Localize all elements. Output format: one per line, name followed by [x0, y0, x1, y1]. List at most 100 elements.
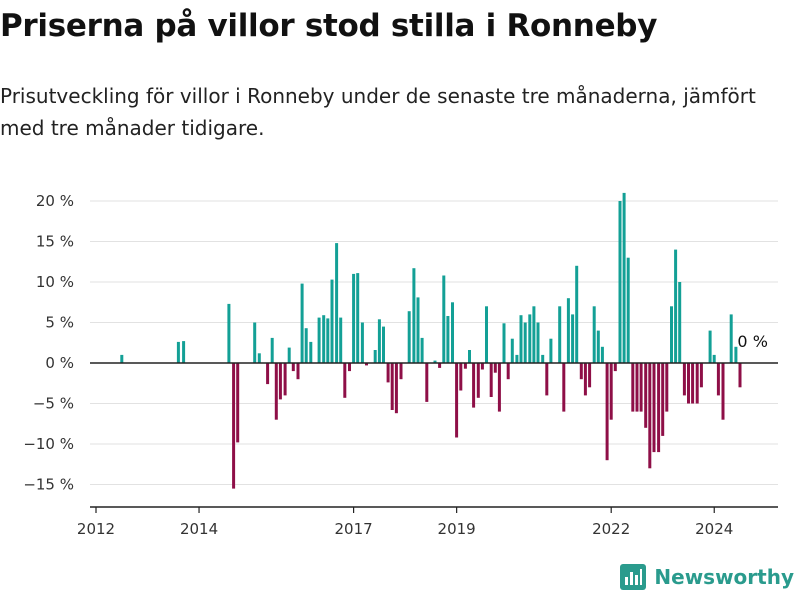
bar — [300, 283, 304, 363]
bar — [438, 363, 442, 368]
bar — [635, 363, 639, 412]
bar — [519, 315, 523, 363]
bar — [532, 306, 536, 363]
bar — [356, 273, 360, 363]
bar — [588, 363, 592, 388]
bar — [583, 363, 587, 396]
bar — [266, 363, 270, 385]
bar — [489, 363, 493, 397]
brand-name: Newsworthy — [654, 565, 794, 589]
bar — [253, 322, 257, 363]
bar — [699, 363, 703, 388]
bar — [631, 363, 635, 412]
bar — [609, 363, 613, 420]
bar — [657, 363, 661, 453]
chart-subtitle: Prisutveckling för villor i Ronneby unde… — [0, 84, 756, 140]
bar — [399, 363, 403, 380]
bar — [227, 303, 231, 363]
bar — [549, 338, 553, 363]
bar — [343, 363, 347, 398]
bar — [386, 363, 390, 383]
bar — [304, 328, 308, 363]
bar — [257, 353, 261, 363]
bar — [274, 363, 278, 420]
bar — [377, 319, 381, 363]
bar — [716, 363, 720, 396]
newsworthy-logo[interactable]: Newsworthy — [620, 562, 794, 592]
bar — [674, 249, 678, 363]
bar — [528, 314, 532, 363]
bar-chart-logo-icon — [620, 564, 647, 590]
bar — [497, 363, 501, 412]
bar — [712, 354, 716, 363]
bar — [476, 363, 480, 398]
bar — [394, 363, 398, 414]
bar — [182, 341, 186, 363]
bar — [296, 363, 300, 380]
axes — [90, 362, 778, 513]
bar — [335, 243, 339, 363]
bar — [682, 363, 686, 396]
bar — [600, 346, 604, 363]
bar — [270, 337, 274, 363]
bar — [691, 363, 695, 404]
bar — [360, 322, 364, 363]
bar — [339, 317, 343, 363]
bar — [665, 363, 669, 412]
bar — [425, 363, 429, 402]
bar — [558, 306, 562, 363]
bar — [120, 354, 124, 363]
bar — [562, 363, 566, 412]
bar — [463, 363, 467, 369]
bar — [670, 306, 673, 363]
bar — [451, 302, 454, 364]
y-tick-label: −5 % — [33, 395, 74, 413]
bar — [407, 311, 411, 363]
bar — [373, 350, 377, 363]
bar — [348, 363, 351, 372]
bar — [390, 363, 394, 410]
bar — [459, 363, 463, 391]
bar — [236, 363, 240, 443]
x-tick-label: 2024 — [695, 520, 733, 538]
bar — [536, 322, 540, 363]
x-tick-label: 2012 — [77, 520, 115, 538]
chart-title: Priserna på villor stod stilla i Ronneby — [0, 8, 658, 44]
y-tick-label: 15 % — [36, 233, 74, 251]
bar — [420, 337, 424, 363]
bar — [502, 323, 506, 363]
bar — [695, 363, 699, 404]
bar — [644, 363, 648, 428]
bar — [352, 273, 356, 363]
bar — [468, 350, 471, 363]
bar — [566, 298, 570, 363]
bar — [541, 354, 545, 363]
bar — [322, 315, 326, 363]
bar — [545, 363, 549, 396]
bar — [506, 363, 510, 380]
bar — [571, 314, 575, 363]
bar — [523, 322, 527, 363]
bar — [287, 347, 291, 363]
bar — [317, 317, 321, 363]
bar — [326, 318, 330, 363]
bar — [596, 330, 600, 363]
y-tick-label: 10 % — [36, 273, 74, 291]
bar — [412, 268, 416, 363]
bar — [433, 360, 437, 363]
bar — [678, 282, 682, 363]
bar — [729, 314, 733, 363]
bar — [455, 363, 459, 438]
bar — [283, 363, 287, 396]
tick-labels: 20 % 15 % 10 % 5 % 0 % −5 % −10 % −15 % 2012 2014… — [23, 192, 768, 538]
bar — [278, 363, 282, 400]
bars — [120, 192, 742, 489]
bar — [309, 341, 313, 363]
bar — [605, 363, 609, 461]
bar — [510, 338, 514, 363]
y-tick-label: −10 % — [23, 435, 74, 453]
y-tick-label: 0 % — [45, 354, 74, 372]
bar — [579, 363, 583, 380]
y-tick-label: 20 % — [36, 192, 74, 210]
